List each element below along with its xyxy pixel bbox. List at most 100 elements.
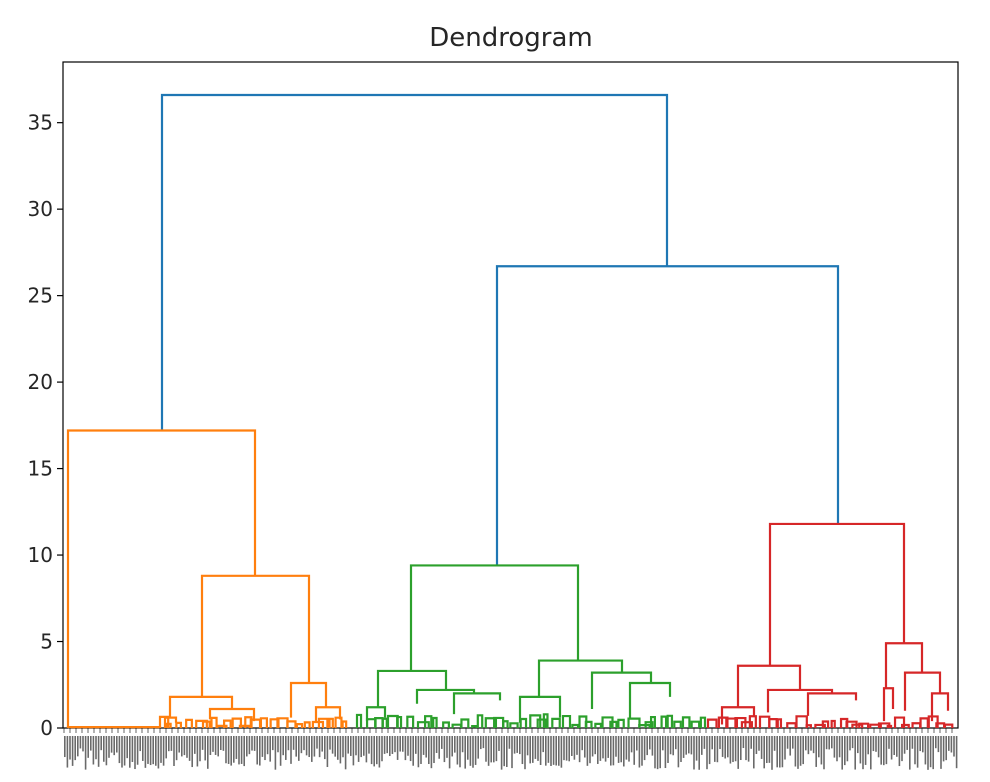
leaf-label (786, 736, 789, 749)
leaf-label (849, 736, 851, 751)
leaf-label (506, 736, 508, 767)
leaf-label (558, 736, 560, 766)
leaf-label (409, 736, 412, 762)
cluster-link (415, 688, 476, 704)
leaf-label (810, 736, 812, 751)
leaf-link (893, 716, 906, 728)
leaf-label (565, 736, 568, 761)
leaf-link (334, 716, 343, 728)
leaf-label (870, 736, 872, 770)
leaf-label (935, 736, 937, 749)
leaf-label (851, 736, 854, 749)
leaf-label (360, 736, 362, 758)
leaf-label (820, 736, 823, 765)
leaf-label (864, 736, 867, 765)
leaf-label (799, 736, 802, 766)
leaf-label (292, 736, 295, 750)
leaf-label (909, 736, 911, 770)
leaf-label (207, 736, 209, 769)
leaf-label (638, 736, 641, 768)
leaf-label (355, 736, 357, 756)
leaf-label (469, 736, 472, 766)
leaf-label (753, 736, 755, 769)
leaf-label (708, 736, 711, 765)
leaf-label (118, 736, 121, 764)
cluster-link (884, 642, 924, 689)
leaf-label (428, 736, 430, 765)
leaf-label (144, 736, 147, 768)
leaf-link (830, 719, 836, 728)
leaf-label (253, 736, 256, 751)
dendrogram-links (66, 93, 954, 729)
leaf-label (576, 736, 578, 755)
cluster-link (409, 564, 580, 671)
leaf-link (175, 721, 183, 728)
leaf-link (720, 706, 756, 725)
leaf-label (711, 736, 713, 750)
leaf-label (126, 736, 128, 759)
leaf-label (781, 736, 784, 768)
leaf-link (649, 715, 656, 728)
leaf-label (425, 736, 427, 758)
leaf-link (821, 720, 830, 728)
leaf-label (420, 736, 422, 764)
leaf-label (649, 736, 651, 750)
leaf-label (880, 736, 882, 765)
leaf-link (317, 717, 329, 728)
cluster-link (806, 692, 858, 716)
leaf-label (357, 736, 360, 762)
leaf-label (378, 736, 381, 768)
leaf-label (173, 736, 175, 766)
leaf-link (502, 720, 509, 728)
leaf-label (438, 736, 440, 759)
leaf-link (673, 720, 682, 728)
leaf-label (550, 736, 552, 766)
leaf-label (123, 736, 126, 766)
leaf-label (160, 736, 162, 763)
leaf-label (690, 736, 693, 755)
y-tick-label: 25 (28, 284, 53, 308)
leaf-link (681, 716, 691, 728)
leaf-label (805, 736, 807, 751)
leaf-label (230, 736, 232, 766)
leaf-link (216, 724, 228, 728)
leaf-label (560, 736, 563, 768)
leaf-label (771, 736, 773, 770)
leaf-label (155, 736, 157, 766)
leaf-label (815, 736, 817, 767)
leaf-label (542, 736, 544, 753)
leaf-label (794, 736, 797, 767)
leaf-label (703, 736, 706, 749)
leaf-label (183, 736, 186, 756)
leaf-label (399, 736, 401, 752)
leaf-label (948, 736, 950, 751)
leaf-label (682, 736, 685, 758)
leaf-label (812, 736, 815, 754)
leaf-label (898, 736, 901, 767)
leaf-label (818, 736, 820, 758)
leaf-link (542, 713, 549, 728)
leaf-label (313, 736, 316, 757)
leaf-label (196, 736, 199, 767)
leaf-link (609, 720, 618, 728)
leaf-label (911, 736, 914, 749)
leaf-label (807, 736, 810, 755)
leaf-label (701, 736, 703, 755)
leaf-label (274, 736, 277, 770)
leaf-label (191, 736, 193, 768)
leaf-label (170, 736, 173, 751)
y-tick-label: 20 (28, 370, 53, 394)
leaf-label (220, 736, 222, 751)
leaf-label (472, 736, 474, 768)
leaf-label (929, 736, 932, 768)
leaf-label (940, 736, 942, 769)
leaf-label (695, 736, 698, 761)
leaf-label (610, 736, 612, 766)
leaf-label (87, 736, 89, 758)
leaf-label (942, 736, 945, 762)
leaf-label (654, 736, 656, 769)
leaf-label (66, 736, 69, 768)
leaf-label (77, 736, 79, 757)
leaf-label (693, 736, 695, 770)
leaf-label (828, 736, 830, 750)
